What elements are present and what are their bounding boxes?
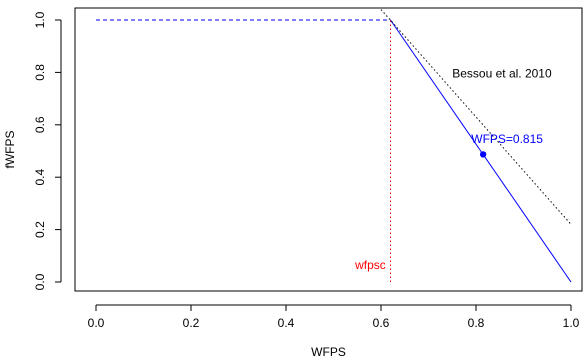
annotation-layer: Bessou et al. 2010 WFPS=0.815 wfpsc xyxy=(354,67,552,272)
y-tick-label: 0.4 xyxy=(33,169,47,186)
annotation-label: Bessou et al. 2010 xyxy=(452,67,552,81)
y-tick-label: 1.0 xyxy=(33,11,47,28)
series-line-1 xyxy=(390,19,572,283)
y-axis: 0.0 0.2 0.4 0.6 0.8 1.0 xyxy=(33,11,62,290)
y-tick-label: 0.6 xyxy=(33,116,47,133)
series-layer xyxy=(96,9,572,283)
x-axis: 0.0 0.2 0.4 0.6 0.8 1.0 xyxy=(88,304,580,330)
x-tick-label: 0.4 xyxy=(278,316,295,330)
x-tick-label: 1.0 xyxy=(563,316,580,330)
y-tick-label: 0.2 xyxy=(33,221,47,238)
y-tick-label: 0.8 xyxy=(33,64,47,81)
annotation-label: WFPS=0.815 xyxy=(471,132,543,146)
highlight-point xyxy=(479,151,487,158)
x-tick-label: 0.0 xyxy=(88,316,105,330)
x-axis-title: WFPS xyxy=(311,345,346,359)
y-axis-title: fWFPS xyxy=(3,131,17,169)
x-tick-label: 0.8 xyxy=(468,316,485,330)
annotation-label: wfpsc xyxy=(354,258,386,272)
x-tick-label: 0.6 xyxy=(373,316,390,330)
plot-frame xyxy=(74,7,583,292)
x-tick-label: 0.2 xyxy=(183,316,200,330)
y-tick-label: 0.0 xyxy=(33,273,47,290)
